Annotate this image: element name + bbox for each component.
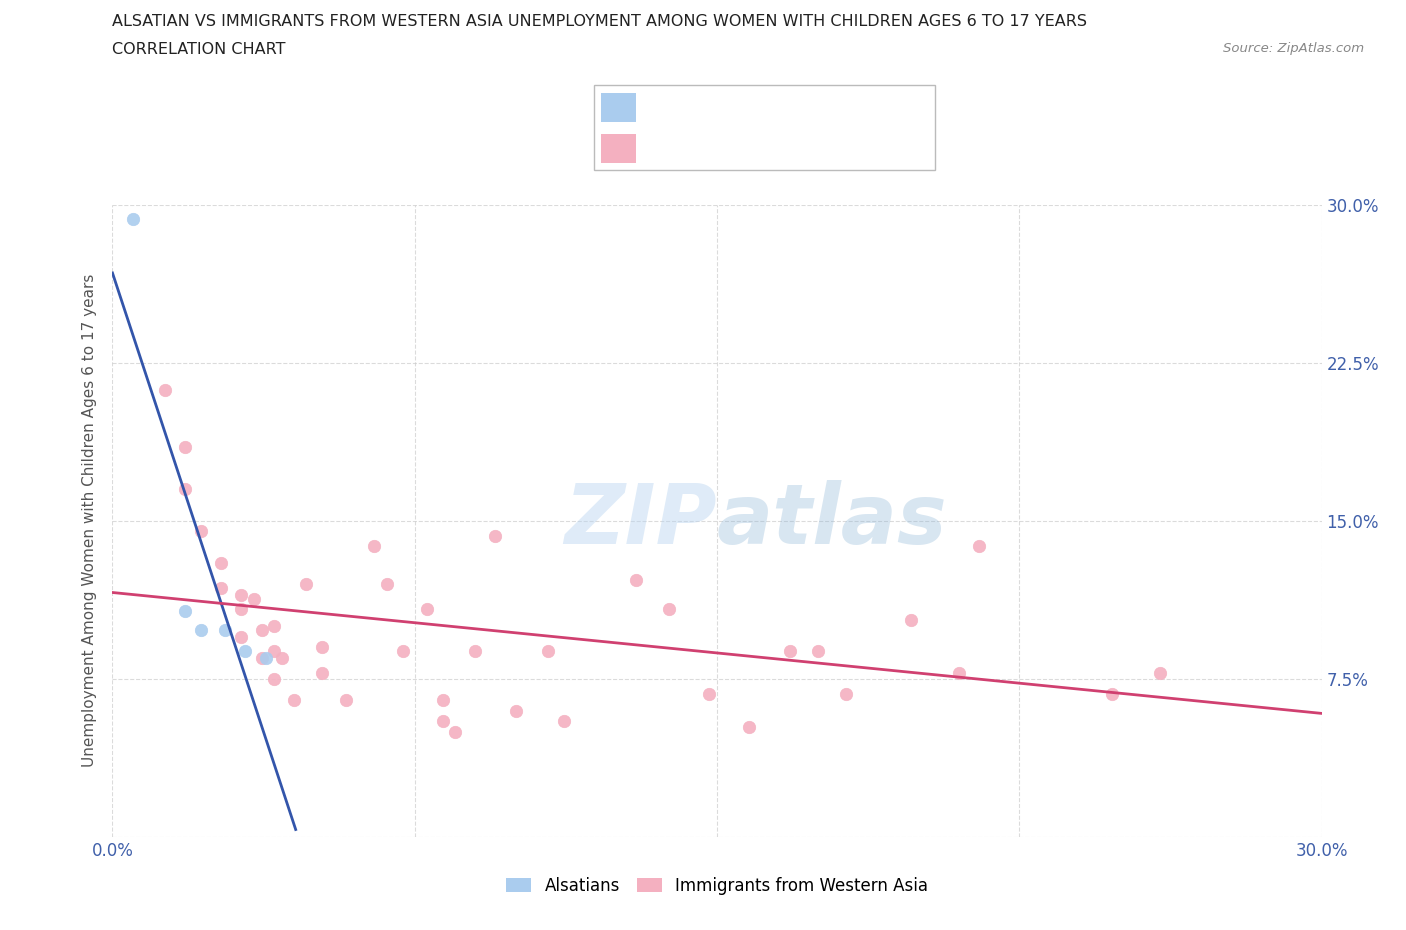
Point — [263, 671, 285, 686]
Point — [263, 618, 285, 633]
Point — [214, 623, 236, 638]
Point — [231, 587, 253, 602]
Legend: Alsatians, Immigrants from Western Asia: Alsatians, Immigrants from Western Asia — [499, 870, 935, 901]
Text: ZIP: ZIP — [564, 480, 717, 562]
Point — [391, 644, 413, 659]
Text: CORRELATION CHART: CORRELATION CHART — [112, 42, 285, 57]
Point — [537, 644, 560, 659]
FancyBboxPatch shape — [602, 134, 636, 164]
FancyBboxPatch shape — [593, 86, 935, 170]
Point — [270, 650, 292, 665]
Point — [209, 581, 232, 596]
FancyBboxPatch shape — [602, 93, 636, 122]
Point — [254, 650, 277, 665]
Y-axis label: Unemployment Among Women with Children Ages 6 to 17 years: Unemployment Among Women with Children A… — [82, 274, 97, 767]
Point — [174, 440, 197, 455]
Point — [505, 703, 527, 718]
Text: -0.194: -0.194 — [703, 100, 758, 114]
Point — [1149, 665, 1171, 680]
Point — [835, 686, 858, 701]
Point — [807, 644, 830, 659]
Point — [250, 650, 273, 665]
Point — [190, 623, 212, 638]
Point — [375, 577, 398, 591]
Point — [432, 713, 454, 728]
Point — [948, 665, 970, 680]
Text: R =: R = — [647, 141, 675, 156]
Point — [235, 644, 257, 659]
Point — [553, 713, 575, 728]
Point — [335, 693, 357, 708]
Point — [209, 555, 232, 570]
Text: 45: 45 — [868, 141, 890, 156]
Text: N =: N = — [801, 100, 831, 114]
Text: Source: ZipAtlas.com: Source: ZipAtlas.com — [1223, 42, 1364, 55]
Point — [416, 602, 439, 617]
Text: atlas: atlas — [717, 480, 948, 562]
Point — [174, 604, 197, 618]
Text: -0.086: -0.086 — [703, 141, 758, 156]
Point — [311, 640, 333, 655]
Point — [697, 686, 720, 701]
Point — [231, 630, 253, 644]
Point — [1101, 686, 1123, 701]
Point — [311, 665, 333, 680]
Text: 6: 6 — [868, 100, 879, 114]
Text: N =: N = — [801, 141, 831, 156]
Point — [967, 538, 990, 553]
Point — [153, 382, 176, 397]
Point — [174, 482, 197, 497]
Point — [363, 538, 385, 553]
Point — [900, 613, 922, 628]
Point — [231, 602, 253, 617]
Point — [242, 591, 264, 606]
Point — [283, 693, 305, 708]
Point — [295, 577, 318, 591]
Text: R =: R = — [647, 100, 675, 114]
Point — [464, 644, 486, 659]
Point — [484, 528, 506, 543]
Point — [190, 524, 212, 538]
Point — [121, 212, 143, 227]
Point — [432, 693, 454, 708]
Point — [263, 644, 285, 659]
Text: ALSATIAN VS IMMIGRANTS FROM WESTERN ASIA UNEMPLOYMENT AMONG WOMEN WITH CHILDREN : ALSATIAN VS IMMIGRANTS FROM WESTERN ASIA… — [112, 14, 1087, 29]
Point — [250, 623, 273, 638]
Point — [658, 602, 681, 617]
Point — [738, 720, 761, 735]
Point — [779, 644, 801, 659]
Point — [626, 572, 648, 587]
Point — [444, 724, 467, 739]
